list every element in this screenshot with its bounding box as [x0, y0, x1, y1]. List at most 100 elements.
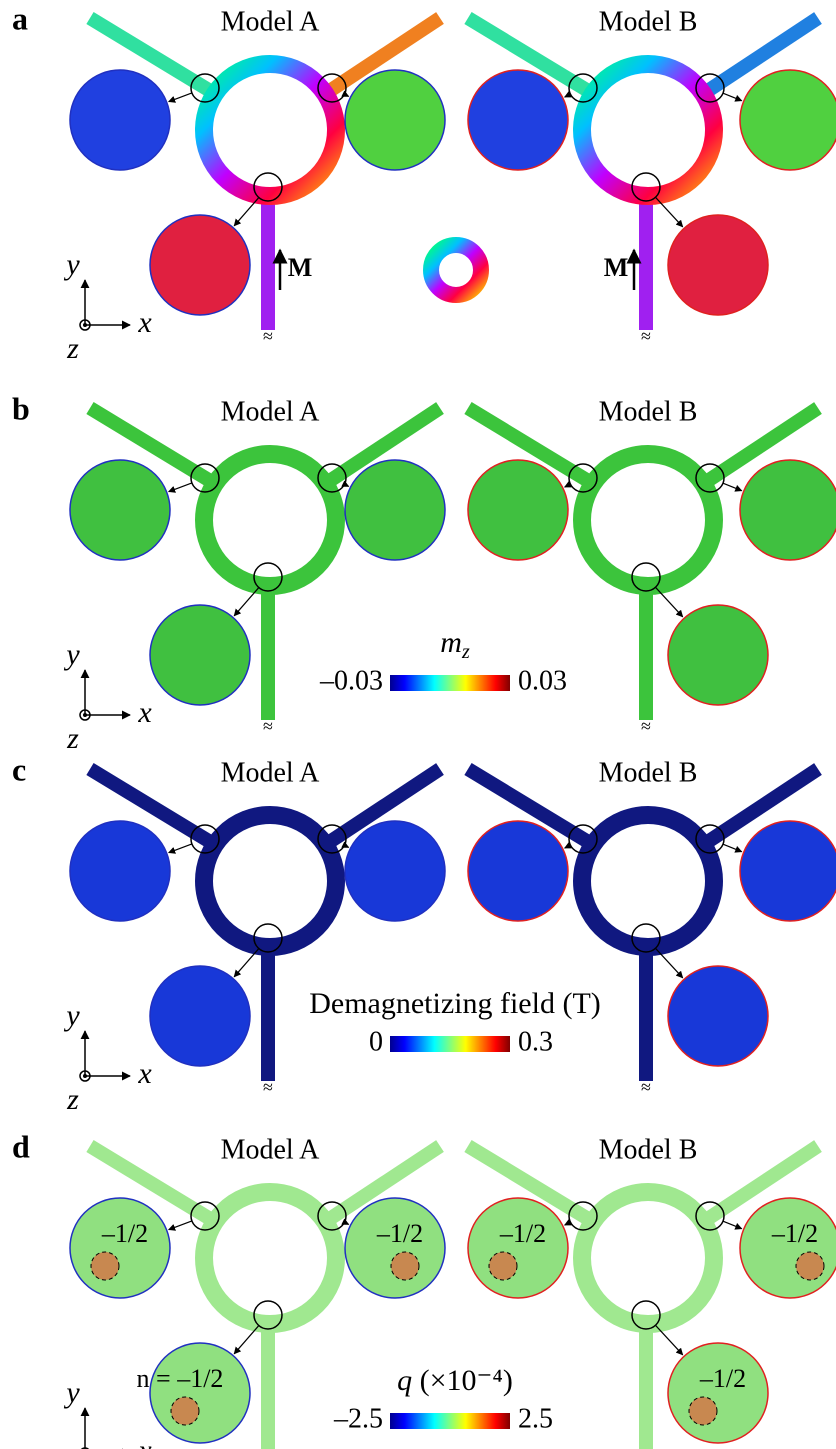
model-title: Model B: [599, 396, 698, 427]
charge-label: –1/2: [499, 1219, 546, 1248]
zoom-inset: [150, 1343, 250, 1443]
zoom-inset: [150, 966, 250, 1066]
zoom-inset: [70, 70, 170, 170]
model-title: Model B: [599, 6, 698, 37]
axis-label-x: x: [137, 1434, 152, 1449]
colorbar-title: q (×10⁻⁴): [397, 1364, 513, 1397]
charge-label: n = –1/2: [137, 1364, 224, 1393]
pointer-arrow: [565, 845, 571, 848]
ring: [204, 454, 336, 586]
ring: [582, 1192, 714, 1324]
panel-label: a: [12, 0, 28, 36]
magnetization-label: M: [288, 253, 313, 282]
axis-label-z: z: [66, 1083, 79, 1116]
ring: [204, 64, 336, 196]
pointer-arrow: [234, 588, 259, 616]
ring: [204, 815, 336, 947]
colorbar-title-main: q: [397, 1364, 412, 1397]
zoom-inset: [150, 605, 250, 705]
colorbar-min: –2.5: [333, 1403, 383, 1434]
break-mark: ≈: [263, 716, 273, 736]
model-title: Model B: [599, 757, 698, 788]
axis-label-y: y: [63, 248, 80, 281]
pointer-arrow: [234, 1326, 259, 1354]
model-title: Model A: [221, 396, 321, 427]
colorbar: [390, 1036, 510, 1052]
colorbar-title-main: Demagnetizing field (T): [309, 987, 601, 1020]
colorbar-title-sub: z: [461, 641, 470, 663]
pointer-arrow: [344, 845, 348, 847]
pointer-arrow: [723, 844, 742, 851]
pointer-arrow: [344, 484, 348, 486]
defect-marker: [391, 1252, 419, 1280]
zoom-inset: [468, 460, 568, 560]
zoom-inset: [70, 821, 170, 921]
zoom-inset: [70, 460, 170, 560]
pointer-arrow: [565, 484, 571, 487]
axis-label-y: y: [63, 1376, 80, 1409]
pointer-arrow: [723, 93, 742, 100]
charge-label: –1/2: [771, 1219, 818, 1248]
model-title: Model A: [221, 6, 321, 37]
ring: [582, 815, 714, 947]
defect-marker: [689, 1397, 717, 1425]
pointer-arrow: [234, 198, 259, 226]
axis-label-x: x: [137, 696, 152, 729]
zoom-inset: [345, 1198, 445, 1298]
zoom-inset: [468, 70, 568, 170]
colorbar: [390, 1413, 510, 1429]
colorbar-max: 0.3: [518, 1026, 553, 1057]
colorbar: [390, 675, 510, 691]
colorbar-title: mz: [440, 626, 470, 663]
zoom-inset: [740, 821, 836, 921]
panel-label: c: [12, 751, 26, 787]
axis-origin-dot: [83, 713, 87, 717]
axis-label-z: z: [66, 722, 79, 755]
panel-label: d: [12, 1128, 30, 1164]
zoom-inset: [150, 215, 250, 315]
colorbar-title-main: m: [440, 626, 462, 659]
pointer-arrow: [169, 1221, 192, 1230]
ring: [204, 1192, 336, 1324]
panel-label: b: [12, 390, 30, 426]
charge-label: –1/2: [376, 1219, 423, 1248]
break-mark: ≈: [641, 326, 651, 346]
break-mark: ≈: [263, 1077, 273, 1097]
zoom-inset: [468, 821, 568, 921]
color-wheel: [431, 245, 481, 295]
model-title: Model A: [221, 1134, 321, 1165]
colorbar-min: 0: [369, 1026, 383, 1057]
charge-label: –1/2: [699, 1364, 746, 1393]
zoom-inset: [668, 1343, 768, 1443]
model-title: Model A: [221, 757, 321, 788]
zoom-inset: [668, 605, 768, 705]
zoom-inset: [345, 70, 445, 170]
axis-origin-dot: [83, 1074, 87, 1078]
break-mark: ≈: [263, 326, 273, 346]
ring: [582, 64, 714, 196]
break-mark: ≈: [641, 716, 651, 736]
magnetization-label: M: [604, 253, 629, 282]
zoom-inset: [70, 1198, 170, 1298]
colorbar-min: –0.03: [319, 665, 383, 696]
defect-marker: [91, 1252, 119, 1280]
pointer-arrow: [169, 844, 192, 853]
zoom-inset: [740, 70, 836, 170]
axis-origin-dot: [83, 323, 87, 327]
zoom-inset: [345, 460, 445, 560]
defect-marker: [796, 1252, 824, 1280]
zoom-inset: [668, 966, 768, 1066]
colorbar-title: Demagnetizing field (T): [309, 987, 601, 1020]
zoom-inset: [740, 460, 836, 560]
colorbar-max: 2.5: [518, 1403, 553, 1434]
pointer-arrow: [344, 1222, 348, 1224]
zoom-inset: [468, 1198, 568, 1298]
figure: a Model A ≈ M Model B ≈ My x z b Model A ≈ Model B ≈ y…: [0, 0, 836, 1449]
colorbar-title-rest: (×10⁻⁴): [412, 1364, 513, 1397]
model-title: Model B: [599, 1134, 698, 1165]
zoom-inset: [668, 215, 768, 315]
ring: [582, 454, 714, 586]
axis-label-x: x: [137, 306, 152, 339]
pointer-arrow: [344, 94, 348, 96]
pointer-arrow: [723, 483, 742, 490]
